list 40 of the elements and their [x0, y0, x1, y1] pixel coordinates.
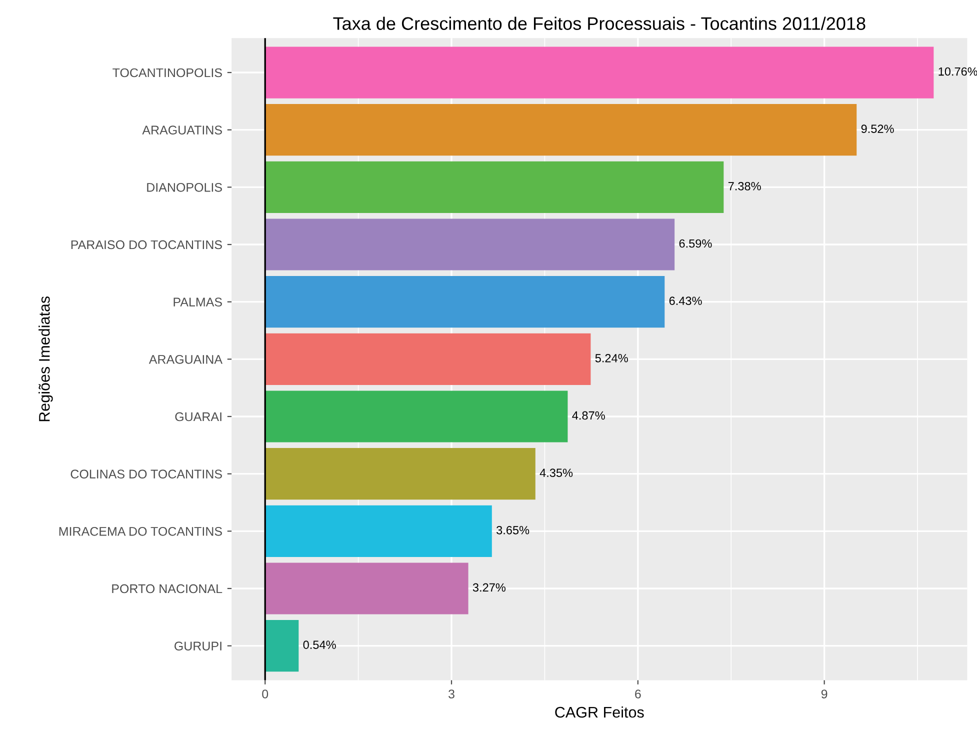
bar [265, 218, 675, 270]
y-tick-label: PARAISO DO TOCANTINS [71, 240, 222, 250]
y-tick-label: PORTO NACIONAL [112, 584, 222, 594]
x-tick-label: 9 [821, 690, 828, 698]
x-tick-label: 3 [448, 690, 454, 698]
data-label: 5.24% [595, 354, 628, 362]
x-axis-title: CAGR Feitos [555, 706, 644, 718]
y-axis-title: Regiões Imediatas [38, 296, 53, 422]
data-label: 7.38% [728, 182, 761, 190]
bar [265, 562, 468, 614]
bar [265, 390, 568, 442]
y-tick-label: TOCANTINOPOLIS [112, 68, 222, 78]
data-label: 6.59% [679, 239, 712, 248]
data-label: 0.54% [303, 640, 336, 649]
bar [265, 505, 492, 557]
data-label: 3.65% [496, 526, 530, 534]
bar [265, 276, 665, 328]
chart-title: Taxa de Crescimento de Feitos Processuais - Tocantins 2011/2018 [333, 16, 866, 30]
y-tick-label: ARAGUAINA [148, 354, 222, 364]
bar [265, 448, 536, 500]
data-label: 6.43% [669, 296, 702, 306]
bar [265, 333, 591, 385]
y-tick-label: DIANOPOLIS [147, 182, 222, 192]
x-tick-label: 0 [262, 690, 268, 698]
y-tick-label: MIRACEMA DO TOCANTINS [59, 526, 222, 536]
data-label: 3.27% [472, 583, 506, 592]
x-tick-label: 6 [635, 690, 641, 698]
bar [265, 161, 724, 213]
bar [265, 620, 299, 672]
data-label: 4.87% [572, 411, 605, 420]
y-tick-label: ARAGUATINS [142, 126, 222, 134]
bar [265, 46, 934, 98]
y-tick-label: COLINAS DO TOCANTINS [70, 470, 222, 478]
y-tick-label: GUARAI [175, 412, 222, 422]
bar [265, 104, 857, 156]
data-label: 9.52% [861, 124, 894, 134]
data-label: 4.35% [540, 468, 573, 477]
data-label: 10.76% [938, 67, 977, 76]
y-tick-label: GURUPI [174, 642, 222, 650]
y-tick-label: PALMAS [174, 298, 222, 306]
